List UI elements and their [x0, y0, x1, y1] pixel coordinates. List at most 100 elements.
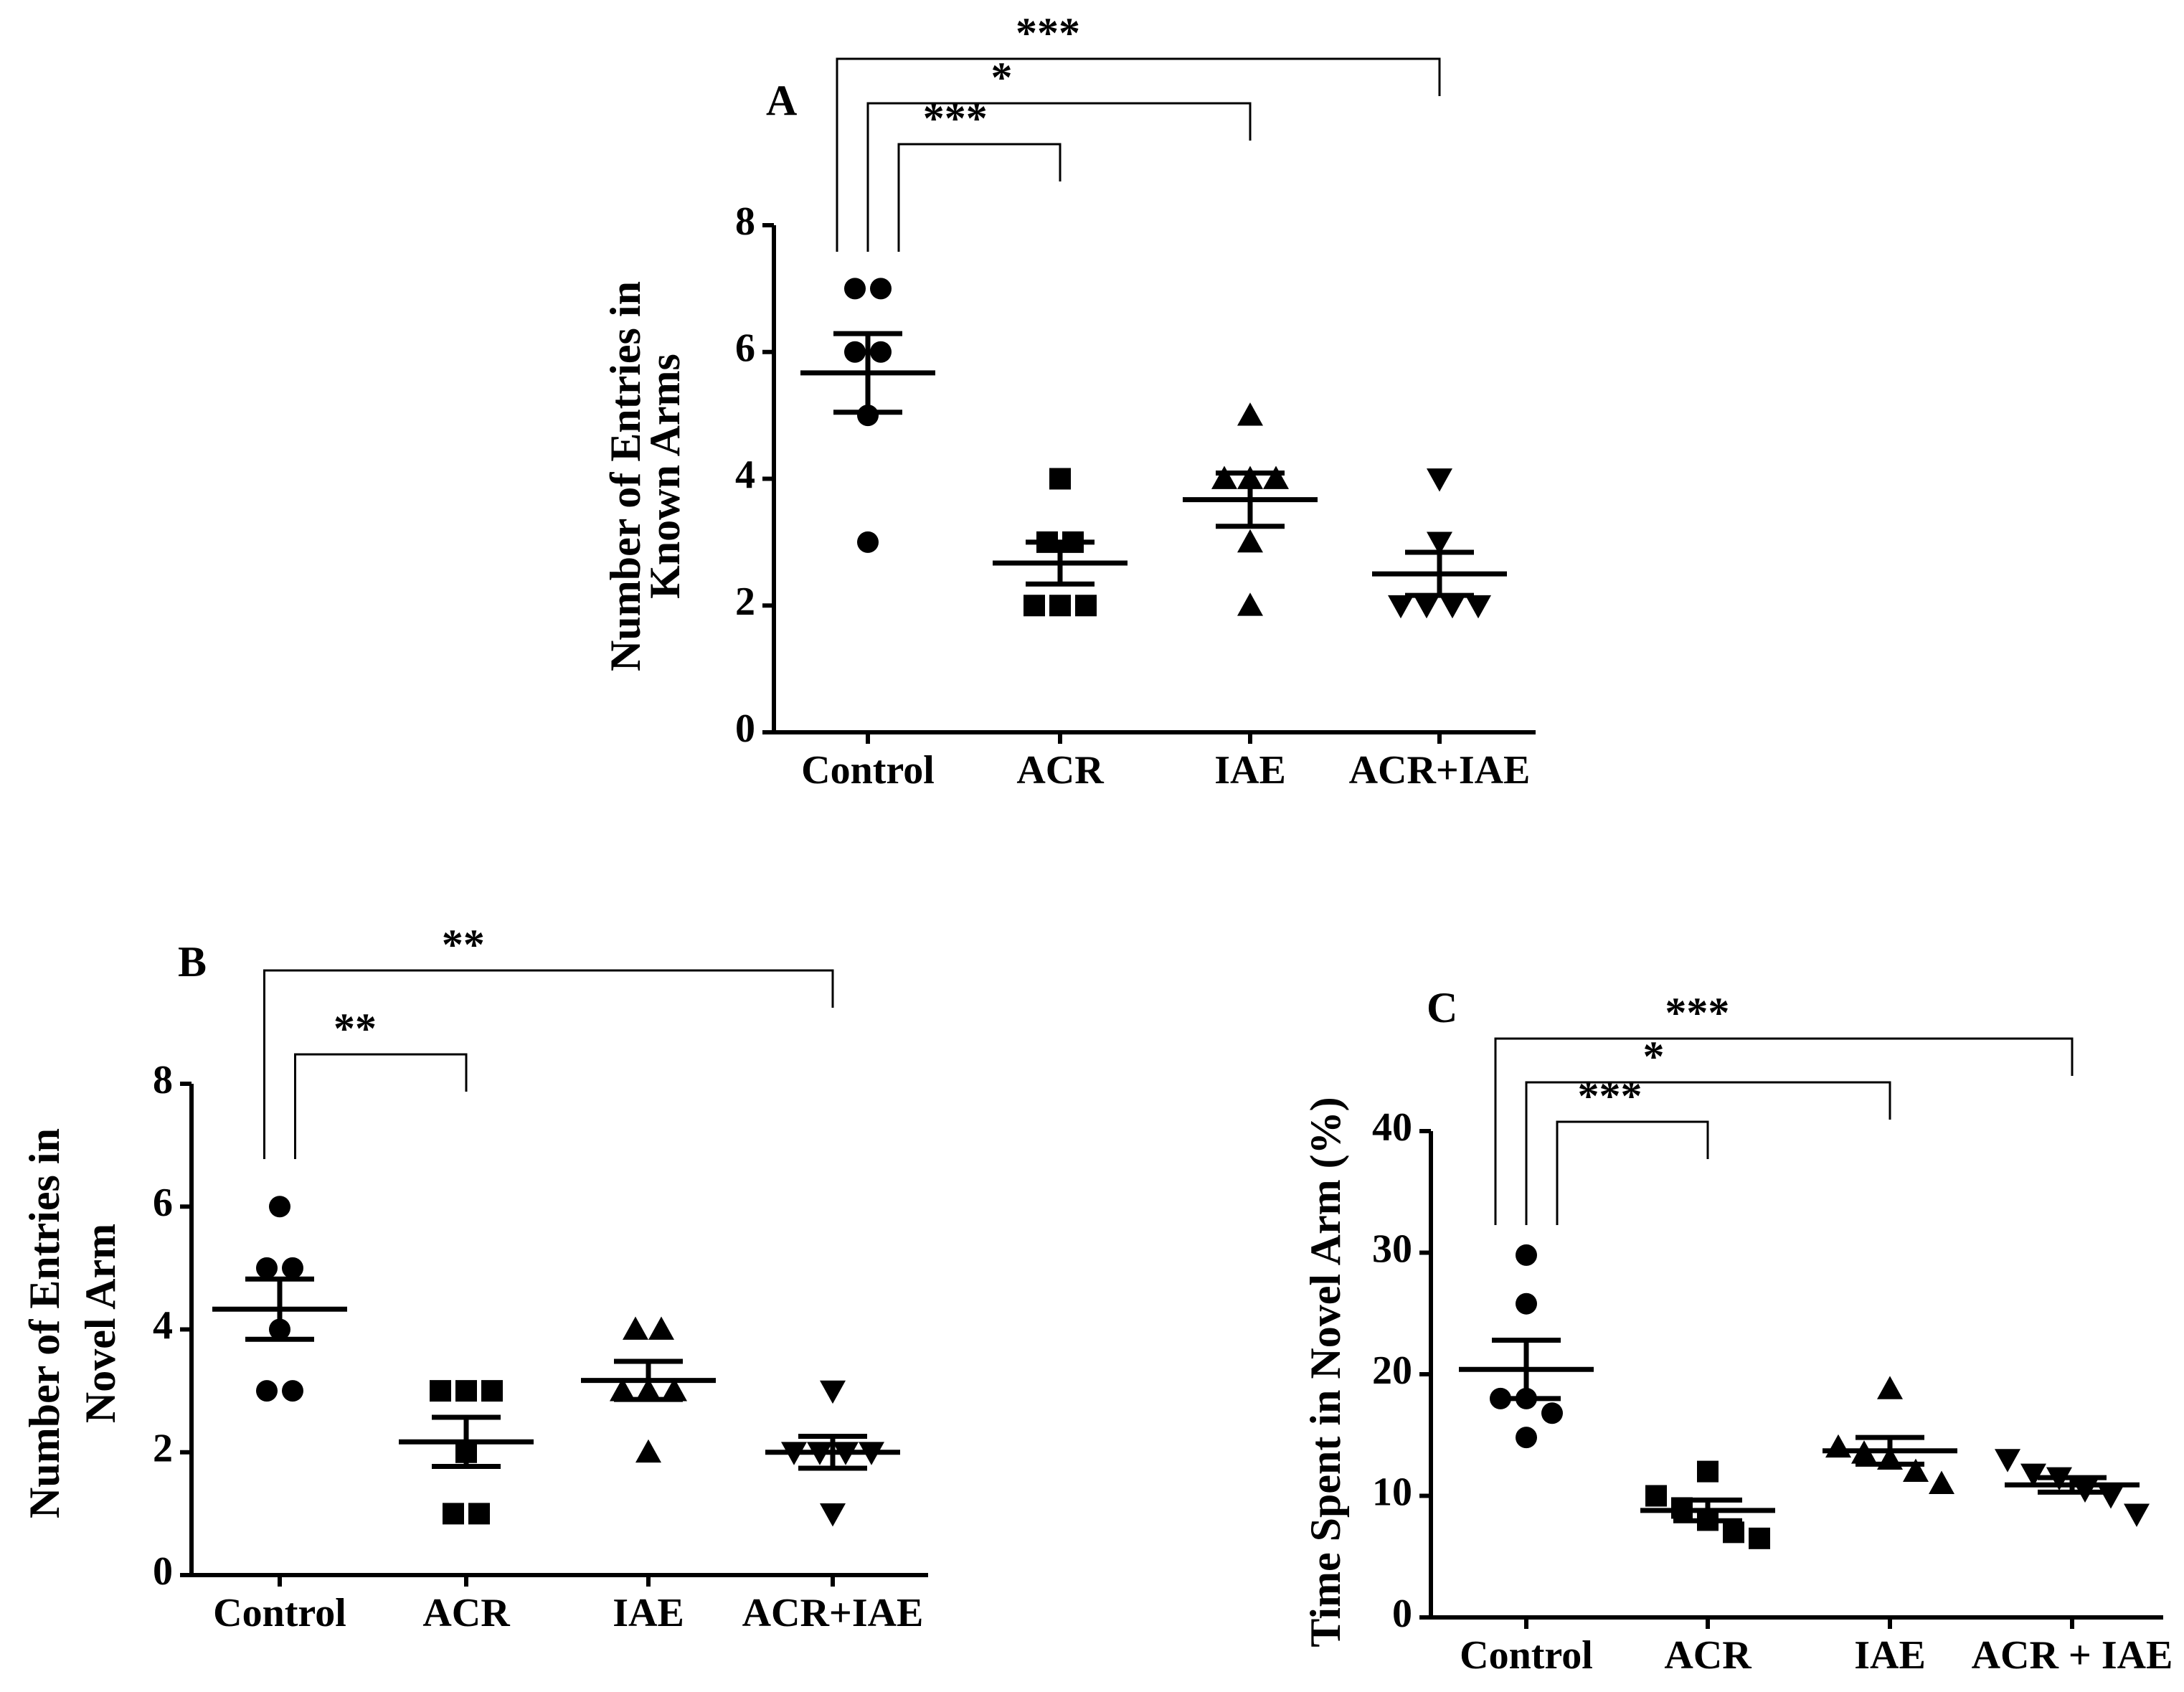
- data-point: [1237, 592, 1263, 616]
- data-point: [1825, 1434, 1851, 1458]
- data-point: [610, 1378, 635, 1402]
- data-point: [256, 1257, 278, 1279]
- data-point: [282, 1380, 303, 1402]
- data-point: [1414, 595, 1440, 619]
- data-point: [468, 1503, 490, 1525]
- data-point: [820, 1380, 846, 1404]
- data-point: [857, 531, 879, 553]
- y-tick-label: 8: [153, 1058, 173, 1102]
- significance-bracket: [1525, 1081, 1891, 1225]
- data-point: [1024, 595, 1045, 617]
- significance-label: ***: [923, 95, 988, 142]
- y-tick-label: 4: [735, 453, 755, 497]
- data-point: [648, 1316, 674, 1340]
- panel-label: A: [766, 77, 797, 124]
- x-tick-label: Control: [1460, 1633, 1593, 1678]
- data-point: [1427, 468, 1452, 492]
- y-tick-label: 40: [1372, 1105, 1412, 1150]
- data-point: [282, 1257, 303, 1279]
- y-axis-label: Time Spent in Novel Arm (%): [1302, 1097, 1349, 1647]
- data-point: [455, 1380, 477, 1402]
- y-tick-label: 10: [1372, 1470, 1412, 1514]
- y-tick-label: 2: [735, 580, 755, 624]
- x-tick-label: ACR: [1016, 748, 1104, 793]
- data-point: [820, 1503, 846, 1527]
- significance-label: **: [334, 1005, 377, 1052]
- y-axis-label: Known Arms: [641, 354, 689, 599]
- significance-label: *: [1642, 1033, 1664, 1080]
- data-point: [844, 278, 866, 300]
- data-point: [481, 1380, 503, 1402]
- y-tick-label: 0: [1392, 1592, 1412, 1636]
- data-point: [1877, 1376, 1903, 1399]
- data-point: [661, 1378, 687, 1402]
- x-tick-label: IAE: [1214, 748, 1286, 793]
- significance-label: ***: [1578, 1072, 1642, 1120]
- data-point: [1388, 595, 1414, 619]
- significance-bracket: [1556, 1120, 1709, 1225]
- significance-bracket: [866, 102, 1252, 252]
- y-tick-label: 4: [153, 1303, 173, 1348]
- data-point: [1465, 595, 1491, 619]
- x-tick-label: ACR: [1664, 1633, 1752, 1678]
- data-point: [1516, 1427, 1537, 1449]
- data-point: [256, 1380, 278, 1402]
- panel: B Number of Entries in Novel Arm 0 2 4 6 8 Contr…: [21, 921, 928, 1635]
- significance-bracket: [263, 969, 834, 1159]
- data-point: [269, 1196, 290, 1218]
- data-point: [1541, 1402, 1563, 1424]
- data-point: [1211, 465, 1237, 489]
- x-tick-label: ACR: [422, 1591, 510, 1635]
- significance-bracket: [1494, 1037, 2074, 1225]
- y-axis-label: Novel Arm: [77, 1224, 124, 1423]
- x-tick-label: IAE: [1854, 1633, 1926, 1678]
- data-point: [2098, 1485, 2124, 1509]
- y-tick-label: 0: [735, 706, 755, 751]
- significance-label: **: [442, 921, 485, 968]
- x-tick-label: ACR + IAE: [1972, 1633, 2173, 1678]
- significance-label: ***: [1665, 989, 1729, 1036]
- data-point: [1075, 595, 1097, 617]
- y-tick-label: 2: [153, 1427, 173, 1471]
- data-point: [1516, 1292, 1537, 1315]
- significance-label: ***: [1016, 9, 1080, 57]
- y-tick-label: 8: [735, 199, 755, 244]
- data-point: [1645, 1485, 1667, 1507]
- data-point: [1929, 1470, 1954, 1494]
- panel-label: C: [1427, 984, 1457, 1031]
- data-point: [1237, 529, 1263, 553]
- data-point: [870, 341, 892, 363]
- y-axis-label: Number of Entries in: [602, 281, 649, 671]
- panel: C Time Spent in Novel Arm (%) 0 10 20 30 40 Con…: [1302, 984, 2173, 1678]
- data-point: [1049, 595, 1071, 617]
- y-tick-label: 6: [735, 326, 755, 371]
- data-point: [1237, 402, 1263, 426]
- significance-bracket: [294, 1053, 468, 1159]
- data-point: [430, 1380, 451, 1402]
- data-point: [2020, 1463, 2046, 1487]
- x-tick-label: Control: [213, 1591, 346, 1635]
- x-tick-label: ACR+IAE: [742, 1591, 924, 1635]
- data-point: [443, 1503, 464, 1525]
- y-axis-label: Number of Entries in: [21, 1128, 68, 1518]
- data-point: [1427, 531, 1452, 555]
- data-point: [1440, 595, 1465, 619]
- y-tick-label: 30: [1372, 1227, 1412, 1271]
- x-tick-label: IAE: [613, 1591, 684, 1635]
- data-point: [635, 1439, 661, 1463]
- data-point: [1049, 468, 1071, 490]
- significance-label: *: [991, 54, 1013, 101]
- y-tick-label: 20: [1372, 1348, 1412, 1393]
- data-point: [1263, 465, 1289, 489]
- significance-bracket: [897, 143, 1062, 252]
- x-tick-label: ACR+IAE: [1349, 748, 1531, 793]
- data-point: [623, 1316, 648, 1340]
- y-tick-label: 0: [153, 1549, 173, 1594]
- y-tick-label: 6: [153, 1181, 173, 1225]
- data-point: [1749, 1527, 1770, 1549]
- data-point: [1697, 1460, 1719, 1483]
- data-point: [1516, 1244, 1537, 1266]
- data-point: [1903, 1458, 1929, 1482]
